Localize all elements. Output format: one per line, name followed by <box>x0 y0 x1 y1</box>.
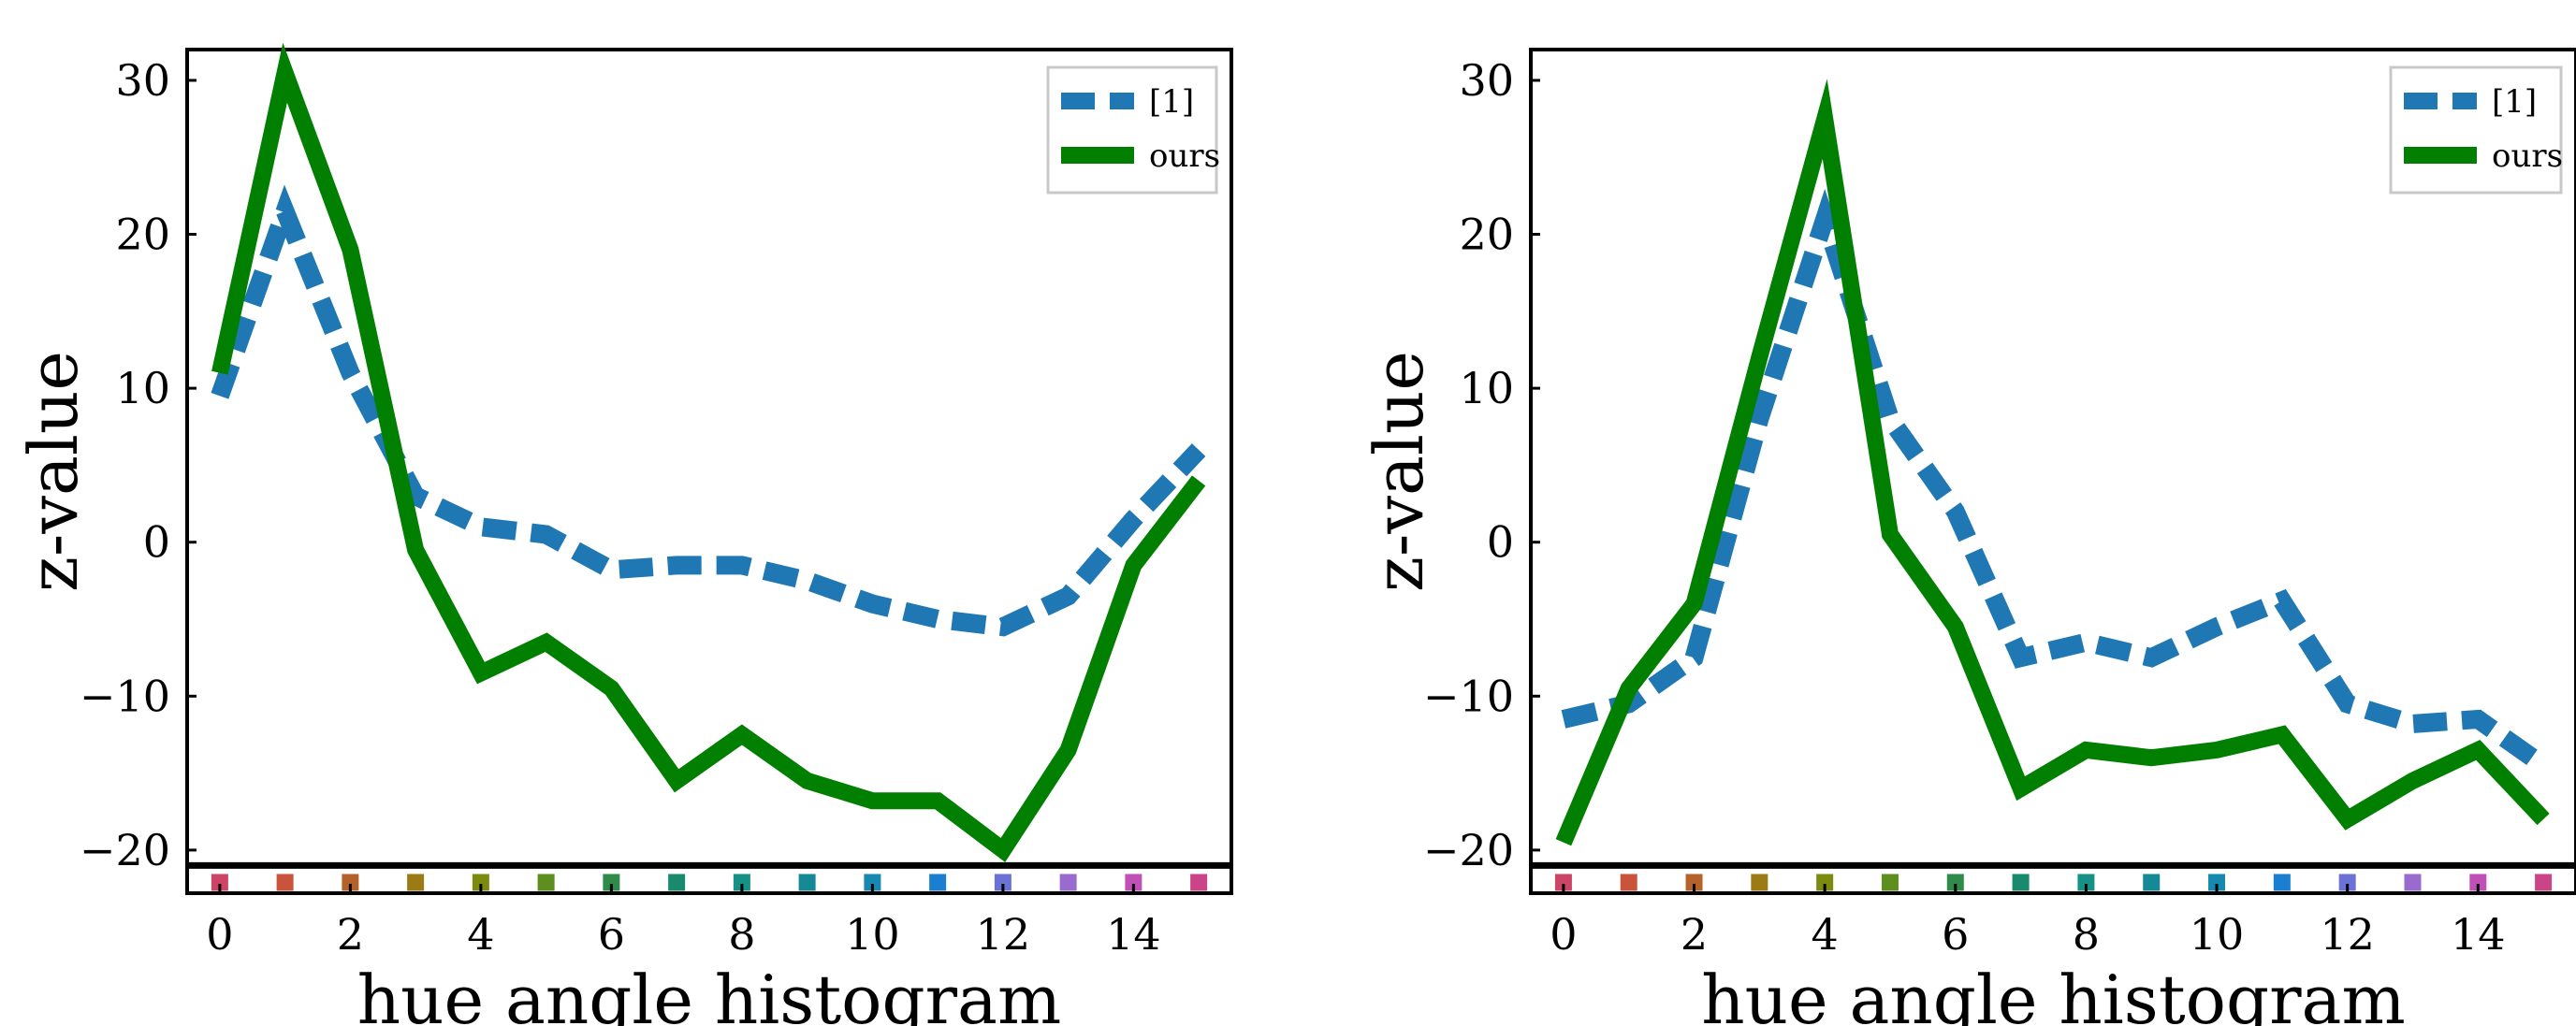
x-tick-label: 10 <box>2190 909 2245 960</box>
hue-marker <box>2273 874 2291 891</box>
x-tick-label: 4 <box>1812 909 1839 960</box>
legend-box <box>2389 65 2563 195</box>
legend-label: [1] <box>2492 83 2537 121</box>
hue-marker <box>2469 874 2487 891</box>
hue-marker <box>994 874 1011 891</box>
x-tick-label: 2 <box>337 909 364 960</box>
hue-marker <box>407 874 425 891</box>
x-tick-label: 10 <box>845 909 900 960</box>
y-tick-label: −10 <box>80 671 170 721</box>
y-tick-label: 20 <box>115 210 170 260</box>
hue-marker <box>2404 874 2422 891</box>
y-tick-label: −20 <box>80 825 170 875</box>
legend: [1] ours <box>2389 65 2563 195</box>
series-line-ref1 <box>211 184 1206 637</box>
x-tick-label: 4 <box>467 909 494 960</box>
x-axis-label: hue angle histogram <box>1701 961 2405 1026</box>
hue-marker <box>1685 874 1703 891</box>
x-tick-label: 0 <box>1550 909 1577 960</box>
x-tick-label: 2 <box>1681 909 1708 960</box>
x-tick-label: 14 <box>1106 909 1161 960</box>
y-axis-label: z-value <box>14 351 93 592</box>
y-axis-label: z-value <box>1360 351 1438 592</box>
y-tick-label: 10 <box>115 363 170 413</box>
y-tick-label: −20 <box>1423 825 1514 875</box>
hue-marker <box>1125 874 1142 891</box>
hue-marker <box>537 874 555 891</box>
hue-marker <box>1881 874 1899 891</box>
legend-label: ours <box>1149 137 1220 175</box>
hue-marker <box>929 874 947 891</box>
x-tick-label: 8 <box>728 909 755 960</box>
hue-marker <box>211 874 228 891</box>
hue-marker <box>1059 874 1077 891</box>
hue-marker <box>1554 874 1572 891</box>
hue-marker <box>2535 874 2553 891</box>
x-axis-label: hue angle histogram <box>357 961 1061 1026</box>
hue-marker <box>2338 874 2356 891</box>
x-tick-label: 12 <box>976 909 1031 960</box>
hue-marker <box>733 874 750 891</box>
y-tick-label: 30 <box>115 55 170 106</box>
hue-marker <box>603 874 620 891</box>
hue-marker <box>2143 874 2161 891</box>
y-tick-label: 30 <box>1459 55 1514 106</box>
y-tick-label: −10 <box>1423 671 1514 721</box>
axes-frame <box>185 48 1233 895</box>
hue-marker <box>1620 874 1637 891</box>
hue-marker <box>2077 874 2095 891</box>
x-tick-label: 6 <box>1942 909 1969 960</box>
hue-marker <box>798 874 816 891</box>
hue-markers <box>1554 874 2553 891</box>
hue-marker <box>1816 874 1834 891</box>
hue-marker <box>1946 874 1964 891</box>
hue-marker <box>668 874 686 891</box>
y-tick-label: 10 <box>1459 363 1514 413</box>
hue-marker <box>1190 874 1208 891</box>
series-line-ref1 <box>1561 188 2549 773</box>
y-tick-label: 0 <box>1487 517 1514 568</box>
hue-marker <box>1751 874 1768 891</box>
hue-marker <box>2012 874 2030 891</box>
x-tick-label: 8 <box>2073 909 2100 960</box>
hue-markers <box>211 874 1208 891</box>
x-tick-label: 6 <box>598 909 625 960</box>
hue-marker <box>472 874 489 891</box>
right-chart-panel: −20 −10 0 10 20 30 0 2 4 6 8 10 12 14 z-value hue angle… <box>1360 48 2576 1026</box>
hue-marker <box>2208 874 2226 891</box>
series-line-ours <box>211 42 1206 862</box>
legend: [1] ours <box>1046 65 1220 195</box>
legend-box <box>1046 65 1218 195</box>
legend-label: ours <box>2492 137 2563 175</box>
y-tick-label: 20 <box>1459 210 1514 260</box>
legend-label: [1] <box>1149 83 1194 121</box>
series-line-ours <box>1555 79 2550 846</box>
hue-marker <box>342 874 359 891</box>
hue-marker <box>276 874 294 891</box>
y-tick-label: 0 <box>143 517 170 568</box>
x-tick-label: 0 <box>206 909 233 960</box>
x-tick-label: 14 <box>2451 909 2506 960</box>
hue-marker <box>864 874 881 891</box>
left-chart-panel: −20 −10 0 10 20 30 0 2 4 6 8 10 12 14 z-value hue angle… <box>14 42 1233 1026</box>
axes-frame <box>1529 48 2576 895</box>
x-tick-label: 12 <box>2320 909 2375 960</box>
